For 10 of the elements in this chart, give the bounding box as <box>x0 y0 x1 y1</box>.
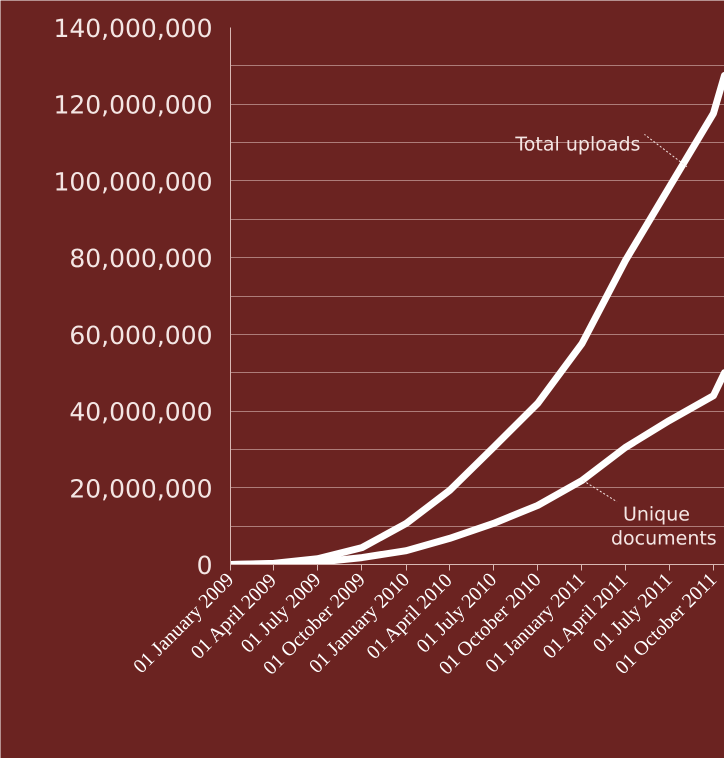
y-tick-label: 20,000,000 <box>69 474 212 504</box>
y-tick-label: 100,000,000 <box>53 167 212 196</box>
y-tick-label: 0 <box>196 551 212 580</box>
y-tick-label: 80,000,000 <box>69 244 212 274</box>
y-tick-label: 40,000,000 <box>69 398 212 427</box>
y-tick-label: 60,000,000 <box>69 320 212 350</box>
y-tick-label: 120,000,000 <box>53 90 212 120</box>
y-tick-label: 140,000,000 <box>53 14 212 43</box>
annotation: Unique documents <box>610 504 717 550</box>
annotation: Total uploads <box>514 133 640 156</box>
